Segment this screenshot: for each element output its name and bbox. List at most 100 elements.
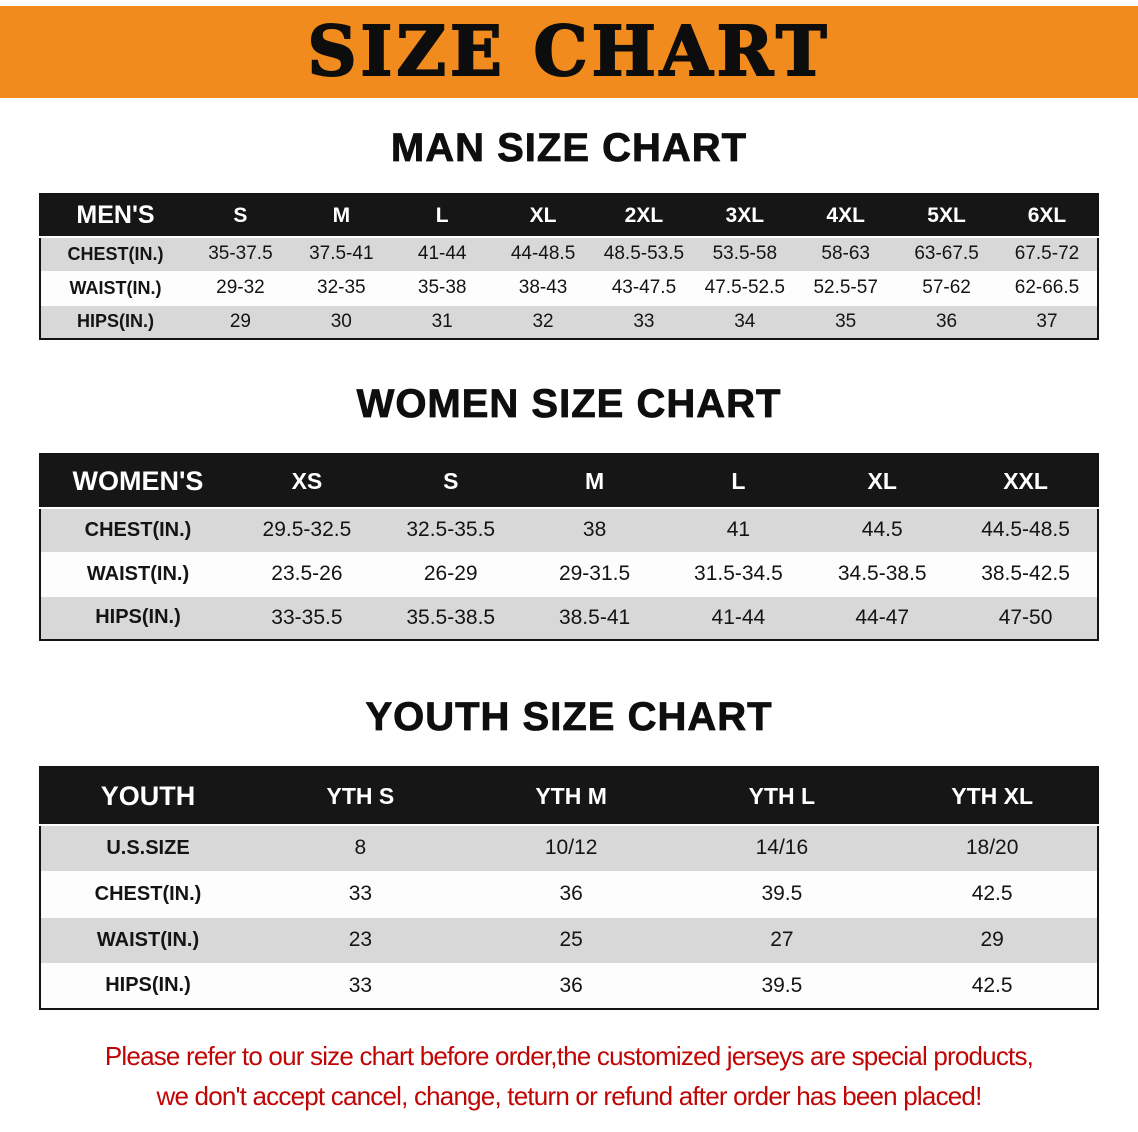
size-value-cell: 52.5-57 — [813, 277, 878, 298]
size-value-cell: 34 — [734, 310, 756, 332]
size-value-cell: 36 — [559, 882, 583, 905]
size-value-cell: 35-37.5 — [208, 243, 273, 265]
size-value-cell: 32 — [532, 310, 554, 332]
measurement-row: WAIST(IN.) 23 25 27 29 — [40, 917, 1098, 963]
size-value-cell: 47-50 — [998, 605, 1053, 629]
size-column-header: XXL — [954, 454, 1098, 508]
table-title-cell: MEN'S — [40, 194, 190, 237]
men-section: MAN SIZE CHART MEN'S S M L XL 2XL 3XL 4XL 5XL 6XL… — [0, 126, 1138, 340]
size-value-cell: 37 — [1036, 310, 1058, 332]
size-value-cell: 67.5-72 — [1014, 243, 1080, 265]
measurement-row: HIPS(IN.) 29 30 31 32 33 34 35 36 37 — [40, 305, 1098, 339]
size-value-cell: 63-67.5 — [914, 243, 979, 265]
row-label-cell: U.S.SIZE — [106, 836, 190, 859]
measurement-row: CHEST(IN.) 29.5-32.5 32.5-35.5 38 41 44.5 44.5… — [40, 508, 1098, 552]
measurement-row: CHEST(IN.) 35-37.5 37.5-41 41-44 44-48.5 48.5… — [40, 237, 1098, 271]
size-value-cell: 53.5-58 — [712, 243, 778, 265]
size-value-cell: 47.5-52.5 — [704, 277, 785, 298]
size-value-cell: 29 — [980, 928, 1004, 951]
size-value-cell: 43-47.5 — [611, 277, 677, 298]
size-value-cell: 34.5-38.5 — [837, 562, 927, 585]
size-value-cell: 36 — [935, 310, 958, 332]
banner-title: SIZE CHART — [306, 12, 831, 92]
men-size-table: MEN'S S M L XL 2XL 3XL 4XL 5XL 6XL CHEST(IN.) 35-37… — [39, 193, 1099, 340]
size-column-header: 6XL — [997, 194, 1098, 237]
row-label-cell: CHEST(IN.) — [84, 518, 192, 541]
row-label-cell: CHEST(IN.) — [94, 882, 202, 905]
size-value-cell: 8 — [354, 836, 367, 860]
size-column-header: YTH S — [255, 767, 466, 825]
size-value-cell: 58-63 — [821, 243, 870, 265]
size-column-header: YTH XL — [887, 767, 1098, 825]
size-value-cell: 25 — [559, 928, 583, 951]
men-section-heading: MAN SIZE CHART — [390, 126, 748, 171]
size-value-cell: 33-35.5 — [271, 605, 343, 629]
size-value-cell: 39.5 — [761, 882, 803, 905]
size-value-cell: 44-47 — [855, 605, 910, 629]
size-column-header: 2XL — [593, 194, 695, 237]
women-size-table: WOMEN'S XS S M L XL XXL CHEST(IN.) 29.5-32.5 32.5… — [39, 453, 1099, 641]
row-label-cell: HIPS(IN.) — [105, 974, 191, 997]
size-value-cell: 42.5 — [971, 882, 1013, 905]
size-value-cell: 33 — [633, 310, 655, 332]
size-value-cell: 44.5 — [861, 518, 903, 542]
size-column-header: L — [666, 454, 811, 508]
row-label-cell: WAIST(IN.) — [86, 562, 190, 585]
table-header-row: MEN'S S M L XL 2XL 3XL 4XL 5XL 6XL — [40, 194, 1098, 237]
footer-note-line-2: we don't accept cancel, change, teturn o… — [156, 1081, 982, 1111]
row-label-cell: CHEST(IN.) — [67, 243, 164, 264]
size-column-header: 4XL — [795, 194, 897, 237]
size-value-cell: 44-48.5 — [510, 243, 576, 265]
size-column-header: M — [290, 194, 392, 237]
size-value-cell: 57-62 — [922, 277, 971, 298]
measurement-row: CHEST(IN.) 33 36 39.5 42.5 — [40, 871, 1098, 917]
size-column-header: YTH M — [465, 767, 677, 825]
size-value-cell: 26-29 — [423, 562, 478, 585]
table-header-row: YOUTH YTH S YTH M YTH L YTH XL — [40, 767, 1098, 825]
size-column-header: YTH L — [676, 767, 888, 825]
size-value-cell: 31 — [431, 310, 453, 332]
size-value-cell: 27 — [770, 928, 794, 951]
women-section: WOMEN SIZE CHART WOMEN'S XS S M L XL XXL CHEST(… — [0, 382, 1138, 641]
measurement-row: HIPS(IN.) 33 36 39.5 42.5 — [40, 963, 1098, 1009]
size-value-cell: 41-44 — [417, 243, 467, 265]
youth-section-heading: YOUTH SIZE CHART — [365, 695, 773, 740]
size-value-cell: 38 — [582, 518, 607, 542]
size-value-cell: 35.5-38.5 — [406, 605, 496, 629]
size-column-header: XS — [235, 454, 379, 508]
size-value-cell: 29-31.5 — [558, 562, 631, 585]
size-value-cell: 38.5-42.5 — [981, 562, 1070, 585]
size-value-cell: 33 — [348, 882, 373, 905]
size-column-header: M — [522, 454, 667, 508]
size-value-cell: 41 — [726, 518, 751, 542]
size-value-cell: 29 — [229, 310, 251, 332]
size-column-header: 5XL — [896, 194, 997, 237]
size-value-cell: 48.5-53.5 — [603, 243, 685, 265]
banner: SIZE CHART — [0, 6, 1138, 98]
footer-note: Please refer to our size chart before or… — [0, 1036, 1138, 1116]
women-section-heading: WOMEN SIZE CHART — [356, 382, 782, 427]
size-column-header: L — [391, 194, 493, 237]
row-label-cell: WAIST(IN.) — [69, 277, 162, 298]
measurement-row: HIPS(IN.) 33-35.5 35.5-38.5 38.5-41 41-44 44-… — [40, 596, 1098, 640]
measurement-row: U.S.SIZE 8 10/12 14/16 18/20 — [40, 825, 1098, 871]
size-value-cell: 38-43 — [518, 277, 568, 298]
size-value-cell: 41-44 — [711, 605, 766, 629]
youth-section: YOUTH SIZE CHART YOUTH YTH S YTH M YTH L YTH… — [0, 695, 1138, 1010]
size-column-header: XL — [810, 454, 955, 508]
size-value-cell: 62-66.5 — [1014, 277, 1080, 298]
size-value-cell: 29.5-32.5 — [262, 518, 352, 542]
row-label-cell: WAIST(IN.) — [96, 928, 200, 951]
table-title-cell: YOUTH — [40, 767, 255, 825]
size-value-cell: 38.5-41 — [558, 605, 631, 629]
size-value-cell: 30 — [330, 310, 352, 332]
size-value-cell: 14/16 — [755, 836, 809, 860]
size-value-cell: 23.5-26 — [271, 562, 343, 585]
size-value-cell: 37.5-41 — [309, 243, 374, 265]
size-value-cell: 35-38 — [417, 277, 467, 298]
size-column-header: XL — [492, 194, 594, 237]
size-value-cell: 32-35 — [317, 277, 366, 298]
footer-note-line-1: Please refer to our size chart before or… — [104, 1041, 1034, 1071]
size-value-cell: 10/12 — [544, 836, 598, 860]
